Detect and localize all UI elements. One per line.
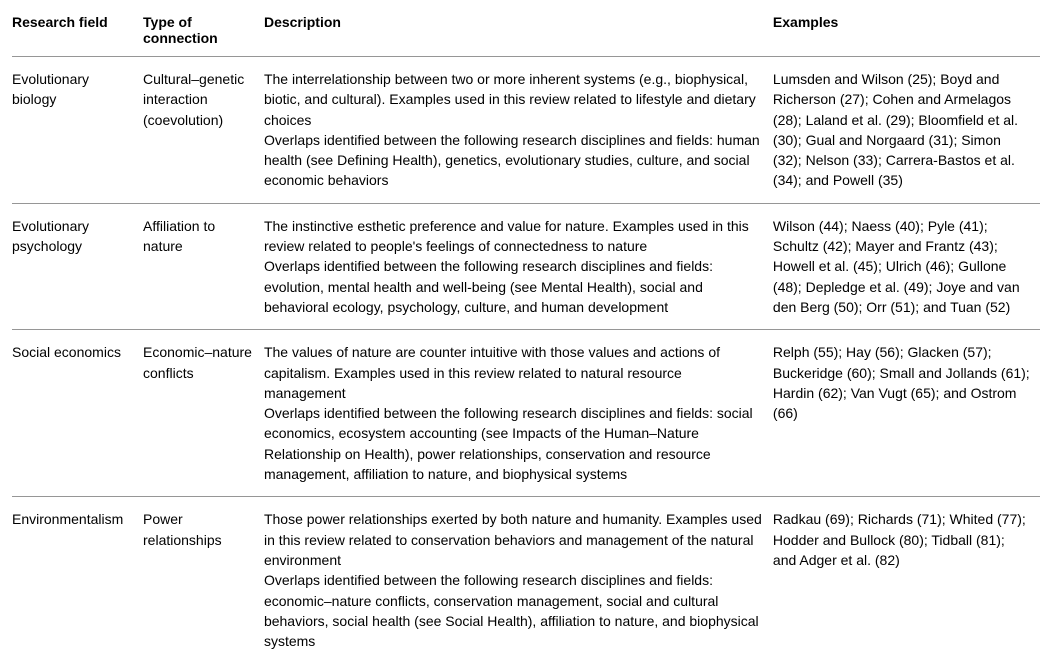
cell-connection: Cultural–genetic interaction (coevolutio… <box>143 57 264 204</box>
description-primary: Those power relationships exerted by bot… <box>264 509 765 570</box>
cell-connection: Power relationships <box>143 497 264 664</box>
description-primary: The instinctive esthetic preference and … <box>264 216 765 257</box>
description-primary: The interrelationship between two or mor… <box>264 69 765 130</box>
cell-connection: Affiliation to nature <box>143 203 264 329</box>
cell-description: The instinctive esthetic preference and … <box>264 203 773 329</box>
description-overlaps: Overlaps identified between the followin… <box>264 570 765 651</box>
header-connection: Type of connection <box>143 8 264 57</box>
research-table: Research field Type of connection Descri… <box>12 8 1040 663</box>
cell-description: Those power relationships exerted by bot… <box>264 497 773 664</box>
table-row: Evolutionary psychology Affiliation to n… <box>12 203 1040 329</box>
cell-examples: Radkau (69); Richards (71); Whited (77);… <box>773 497 1040 664</box>
cell-examples: Lumsden and Wilson (25); Boyd and Richer… <box>773 57 1040 204</box>
cell-field: Environmentalism <box>12 497 143 664</box>
table-row: Evolutionary biology Cultural–genetic in… <box>12 57 1040 204</box>
cell-examples: Wilson (44); Naess (40); Pyle (41); Schu… <box>773 203 1040 329</box>
cell-field: Social economics <box>12 330 143 497</box>
header-description: Description <box>264 8 773 57</box>
cell-field: Evolutionary psychology <box>12 203 143 329</box>
description-primary: The values of nature are counter intuiti… <box>264 342 765 403</box>
cell-field: Evolutionary biology <box>12 57 143 204</box>
cell-description: The values of nature are counter intuiti… <box>264 330 773 497</box>
cell-connection: Economic–nature conflicts <box>143 330 264 497</box>
table-row: Social economics Economic–nature conflic… <box>12 330 1040 497</box>
table-row: Environmentalism Power relationships Tho… <box>12 497 1040 664</box>
description-overlaps: Overlaps identified between the followin… <box>264 256 765 317</box>
cell-description: The interrelationship between two or mor… <box>264 57 773 204</box>
description-overlaps: Overlaps identified between the followin… <box>264 130 765 191</box>
cell-examples: Relph (55); Hay (56); Glacken (57); Buck… <box>773 330 1040 497</box>
description-overlaps: Overlaps identified between the followin… <box>264 403 765 484</box>
table-header-row: Research field Type of connection Descri… <box>12 8 1040 57</box>
header-field: Research field <box>12 8 143 57</box>
header-examples: Examples <box>773 8 1040 57</box>
